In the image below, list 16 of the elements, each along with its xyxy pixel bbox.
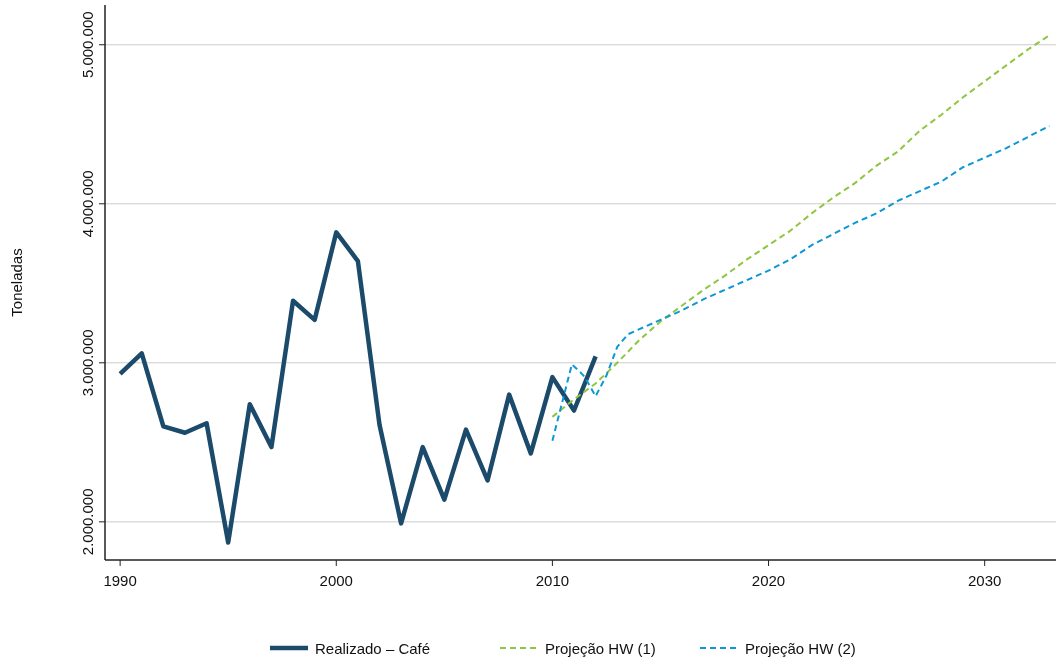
y-tick-label: 3.000.000 (79, 329, 96, 397)
x-tick-label: 2020 (751, 572, 786, 589)
x-tick-label: 2000 (319, 572, 353, 589)
legend-label: Projeção HW (1) (545, 640, 656, 657)
y-axis-title: Toneladas (8, 248, 25, 317)
x-tick-label: 2030 (967, 572, 1002, 589)
y-tick-label: 2.000.000 (79, 488, 96, 556)
legend-label: Projeção HW (2) (745, 640, 856, 657)
line-series (551, 124, 1051, 442)
x-tick-label: 2010 (535, 572, 570, 589)
line-series (551, 34, 1051, 418)
x-tick-label: 1990 (103, 572, 137, 589)
y-tick-label: 4.000.000 (79, 170, 96, 238)
y-tick-label: 5.000.000 (79, 11, 96, 79)
legend-label: Realizado – Café (315, 640, 431, 657)
line-series (117, 230, 598, 545)
